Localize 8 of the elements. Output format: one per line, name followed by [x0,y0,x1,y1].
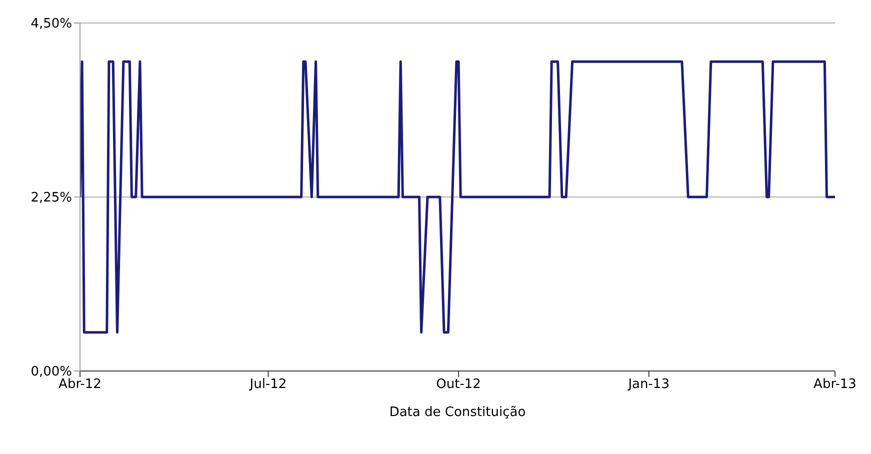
x-axis-title: Data de Constituição [389,405,526,420]
y-tick-label: 2,25% [30,190,72,206]
x-tick-label: Out-12 [436,377,481,392]
x-tick-label: Jan-13 [627,377,670,392]
y-tick-label: 4,50% [30,16,72,32]
x-tick-label: Abr-13 [814,377,856,392]
x-tick-label: Jul-12 [248,377,287,392]
x-tick-label: Abr-12 [58,377,102,392]
